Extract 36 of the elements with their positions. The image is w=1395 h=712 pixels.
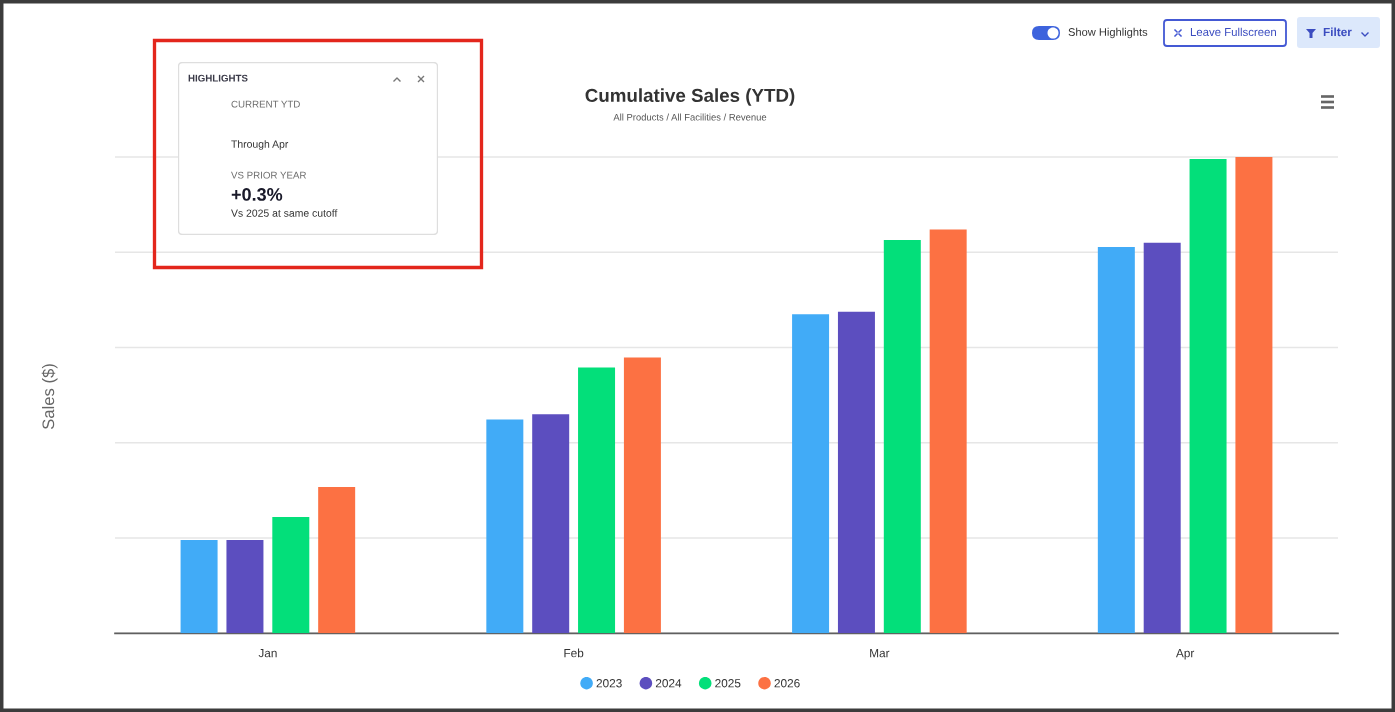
text: CURRENT YTD <box>231 100 300 108</box>
bar <box>623 357 661 634</box>
text: Show Highlights <box>1068 27 1148 39</box>
chart-title: Cumulative Sales (YTD) <box>585 88 795 106</box>
annotation: VS PRIOR YEAR <box>231 171 307 179</box>
chart-subtitle: All Products / All Facilities / Revenue <box>613 113 767 121</box>
text: Leave Fullscreen <box>1190 27 1276 37</box>
legend-label: 2026 <box>774 679 800 688</box>
annotation: Vs 2025 at same cutoff <box>231 209 338 217</box>
bar <box>1235 157 1273 634</box>
legend-label: 2025 <box>715 679 741 688</box>
bar <box>272 517 310 634</box>
annotation: +0.3% <box>231 188 283 201</box>
bar <box>1097 247 1135 634</box>
text: HIGHLIGHTS <box>188 74 248 82</box>
bar <box>532 414 570 634</box>
bar <box>318 487 356 634</box>
x-tick-label: Apr <box>1175 649 1195 660</box>
x-tick-label: Feb <box>564 648 584 658</box>
bar <box>1189 158 1227 634</box>
y-axis-title: Sales ($) <box>41 364 58 430</box>
bar <box>883 239 921 634</box>
text: Filter <box>1323 27 1352 37</box>
legend-label: 2023 <box>596 679 622 688</box>
bar <box>837 311 875 634</box>
bar <box>486 419 524 634</box>
bar <box>929 229 967 634</box>
bar <box>226 539 264 634</box>
bar <box>792 314 830 634</box>
bar <box>578 367 616 634</box>
x-tick-label: Mar <box>870 649 890 658</box>
x-tick-label: Jan <box>258 649 277 658</box>
text: Through Apr <box>231 140 289 150</box>
bar <box>1143 242 1181 634</box>
bar <box>180 539 218 634</box>
legend-label: 2024 <box>655 679 682 688</box>
